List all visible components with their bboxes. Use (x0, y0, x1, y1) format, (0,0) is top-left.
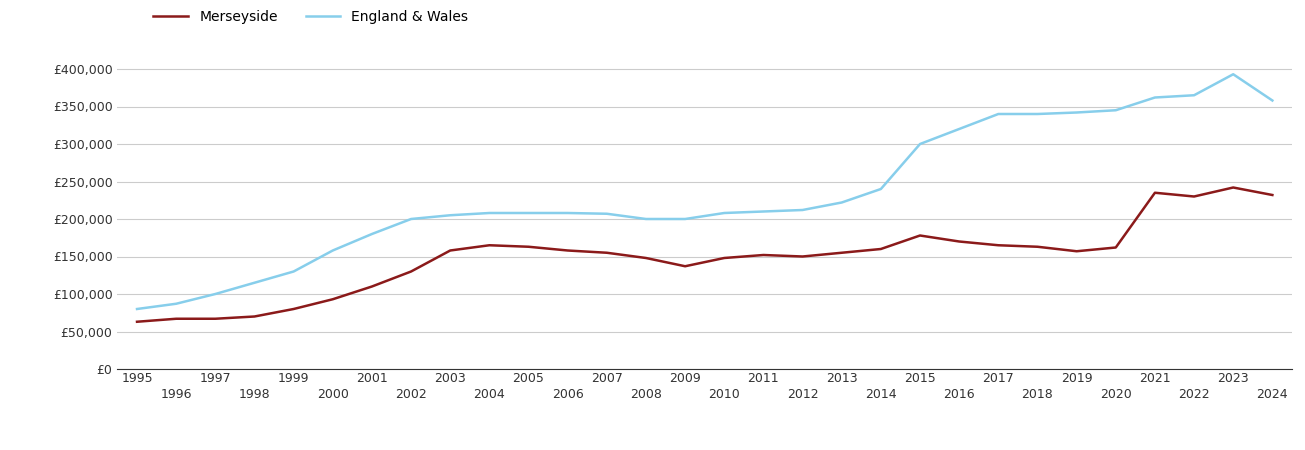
England & Wales (1030, 111, 1045, 117)
Merseyside (599, 250, 615, 256)
England & Wales (1265, 98, 1280, 103)
England & Wales (756, 209, 771, 214)
England & Wales (912, 141, 928, 147)
Line: England & Wales: England & Wales (137, 74, 1272, 309)
England & Wales (716, 210, 732, 216)
Merseyside (873, 246, 889, 252)
Merseyside (1108, 245, 1124, 250)
Merseyside (364, 284, 380, 289)
England & Wales (325, 248, 341, 253)
Merseyside (756, 252, 771, 258)
Merseyside (403, 269, 419, 274)
England & Wales (521, 210, 536, 216)
Merseyside (638, 255, 654, 261)
Merseyside (560, 248, 576, 253)
Merseyside (207, 316, 223, 321)
Legend: Merseyside, England & Wales: Merseyside, England & Wales (147, 4, 474, 29)
Merseyside (951, 239, 967, 244)
England & Wales (677, 216, 693, 222)
Merseyside (990, 243, 1006, 248)
England & Wales (129, 306, 145, 312)
England & Wales (286, 269, 301, 274)
Merseyside (1225, 185, 1241, 190)
England & Wales (168, 301, 184, 306)
Merseyside (1030, 244, 1045, 249)
England & Wales (795, 207, 810, 213)
Merseyside (521, 244, 536, 249)
Merseyside (247, 314, 262, 319)
Merseyside (325, 297, 341, 302)
Line: Merseyside: Merseyside (137, 188, 1272, 322)
Merseyside (168, 316, 184, 321)
Merseyside (1186, 194, 1202, 199)
England & Wales (1147, 95, 1163, 100)
Merseyside (129, 319, 145, 324)
England & Wales (560, 210, 576, 216)
Merseyside (286, 306, 301, 312)
England & Wales (442, 212, 458, 218)
England & Wales (599, 211, 615, 216)
Merseyside (1265, 192, 1280, 198)
England & Wales (638, 216, 654, 222)
Merseyside (834, 250, 850, 256)
England & Wales (1108, 108, 1124, 113)
Merseyside (912, 233, 928, 238)
Merseyside (482, 243, 497, 248)
Merseyside (1069, 248, 1084, 254)
Merseyside (442, 248, 458, 253)
England & Wales (834, 200, 850, 205)
Merseyside (677, 264, 693, 269)
England & Wales (403, 216, 419, 222)
Merseyside (795, 254, 810, 259)
England & Wales (364, 231, 380, 237)
England & Wales (873, 186, 889, 192)
Merseyside (1147, 190, 1163, 195)
Merseyside (716, 255, 732, 261)
England & Wales (207, 291, 223, 297)
England & Wales (247, 280, 262, 285)
England & Wales (482, 210, 497, 216)
England & Wales (1186, 93, 1202, 98)
England & Wales (990, 111, 1006, 117)
England & Wales (1069, 110, 1084, 115)
England & Wales (951, 126, 967, 132)
England & Wales (1225, 72, 1241, 77)
